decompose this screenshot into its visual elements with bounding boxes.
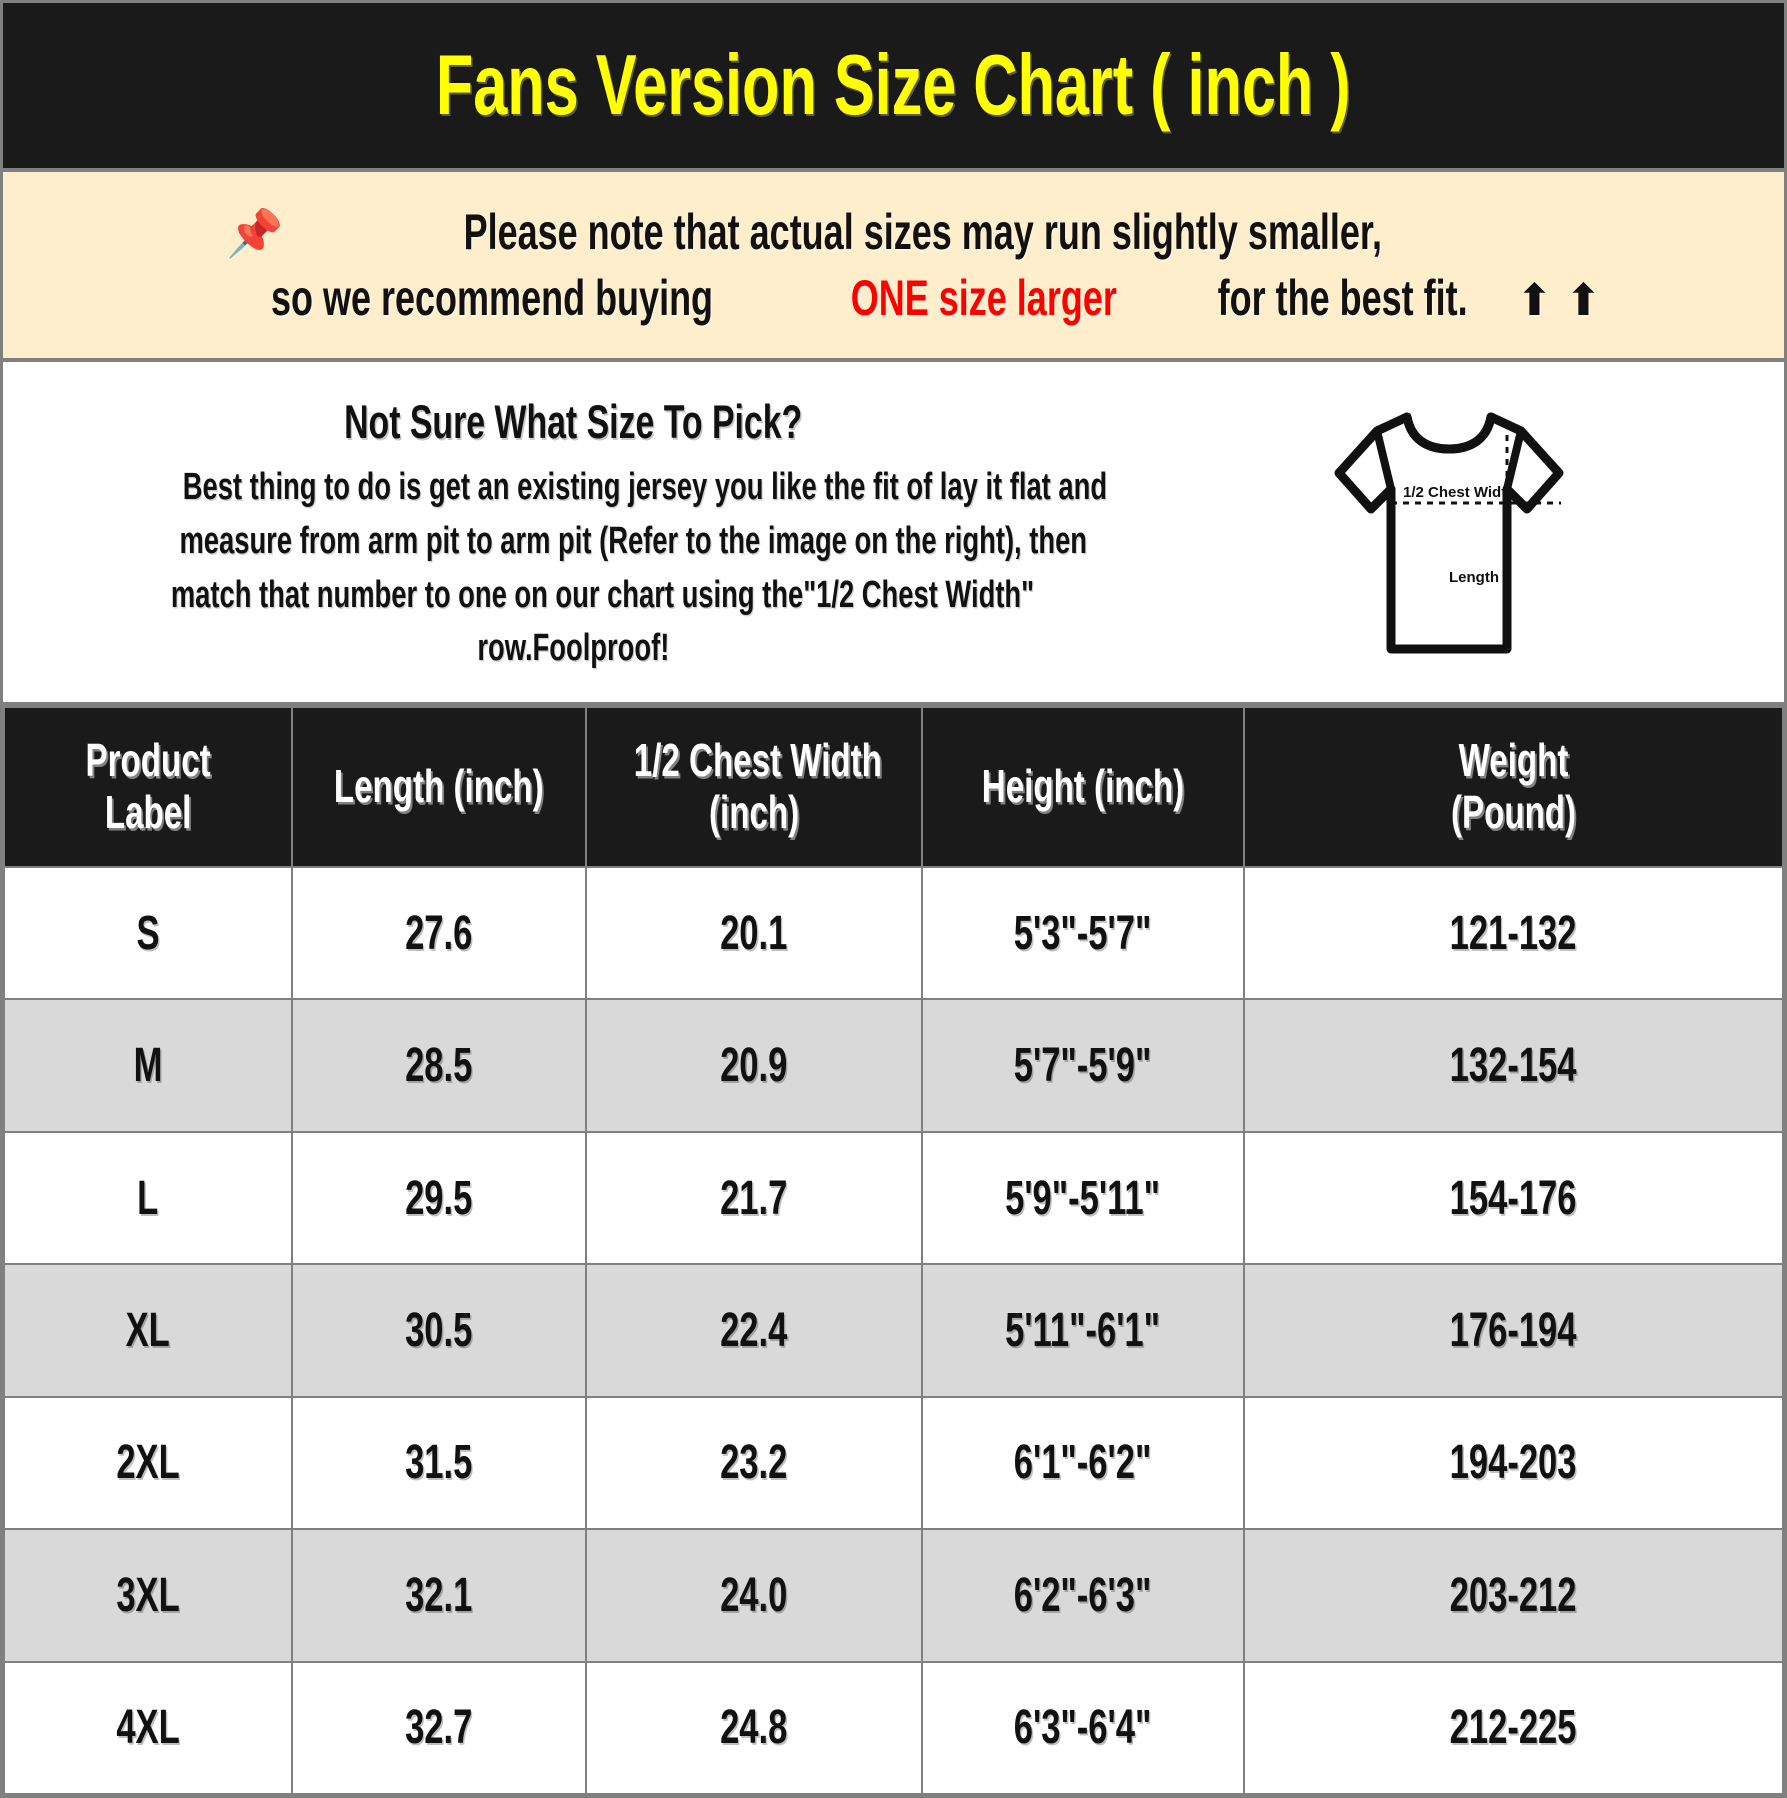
column-header-weight-text: Weight (Pound): [1450, 734, 1576, 838]
column-header-product-label-text: Product Label: [85, 734, 211, 838]
cell-chest: 21.7: [584, 1130, 923, 1266]
info-body-row-0: Best thing to do is get an existing jers…: [3, 461, 1143, 515]
tshirt-collar: [1402, 412, 1495, 454]
cell-length: 30.5: [291, 1263, 587, 1398]
note-highlight: ONE size larger: [850, 270, 1117, 326]
cell-chest: 20.9: [584, 998, 923, 1133]
cell-chest: 24.0: [584, 1528, 923, 1663]
cell-height: 5'7"-5'9": [920, 998, 1245, 1133]
cell-weight: 121-132: [1242, 865, 1784, 1001]
note-line-2: so we recommend buying ONE size larger f…: [185, 265, 1602, 331]
column-header-chest-width: 1/2 Chest Width (inch): [584, 706, 923, 868]
cell-length: 29.5: [291, 1130, 587, 1266]
info-heading-row: Not Sure What Size To Pick?: [3, 394, 1143, 461]
tshirt-right-sleeve-seam: [1502, 430, 1525, 490]
info-heading: Not Sure What Size To Pick?: [343, 394, 803, 448]
info-text-block: Not Sure What Size To Pick? Best thing t…: [3, 388, 1143, 677]
cell-length: 28.5: [291, 998, 587, 1133]
cell-size: XL: [3, 1263, 294, 1398]
tshirt-diagram-wrap: 1/2 Chest Width Length: [1143, 387, 1784, 677]
cell-length: 27.6: [291, 865, 587, 1001]
cell-length: 31.5: [291, 1395, 587, 1531]
info-body-line-0: Best thing to do is get an existing jers…: [182, 465, 1108, 508]
cell-size: S: [3, 865, 294, 1001]
cell-height: 5'11"-6'1": [920, 1263, 1245, 1398]
tshirt-measurement-diagram: 1/2 Chest Width Length: [1334, 412, 1563, 654]
cell-chest: 20.1: [584, 865, 923, 1001]
cell-size: L: [3, 1130, 294, 1266]
cell-chest: 23.2: [584, 1395, 923, 1531]
column-header-weight: Weight (Pound): [1242, 706, 1784, 868]
note-banner: 📌 Please note that actual sizes may run s…: [3, 172, 1784, 362]
column-header-length: Length (inch): [291, 706, 587, 868]
info-body-row-2: match that number to one on our chart us…: [3, 569, 1143, 623]
note-line-1-text: Please note that actual sizes may run sl…: [463, 204, 1383, 260]
table-row: L 29.5 21.7 5'9"-5'11" 154-176: [3, 1130, 1784, 1266]
note-line-1: 📌 Please note that actual sizes may run s…: [226, 199, 1561, 265]
cell-size: M: [3, 998, 294, 1133]
info-body-line-2: match that number to one on our chart us…: [170, 573, 1035, 616]
cell-weight: 154-176: [1242, 1130, 1784, 1266]
cell-size: 3XL: [3, 1528, 294, 1663]
size-chart-table: Product Label Length (inch) 1/2 Chest Wid…: [3, 706, 1784, 1795]
table-header-row: Product Label Length (inch) 1/2 Chest Wid…: [3, 706, 1784, 868]
up-arrows-icon: ⬆ ⬆: [1515, 276, 1602, 325]
info-body-row-3: row.Foolproof!: [3, 622, 1143, 676]
tshirt-left-sleeve-seam: [1372, 430, 1395, 490]
column-header-height: Height (inch): [920, 706, 1245, 868]
info-section: Not Sure What Size To Pick? Best thing t…: [3, 362, 1784, 706]
cell-weight: 203-212: [1242, 1528, 1784, 1663]
table-row: 2XL 31.5 23.2 6'1"-6'2" 194-203: [3, 1395, 1784, 1531]
cell-weight: 132-154: [1242, 998, 1784, 1133]
table-row: S 27.6 20.1 5'3"-5'7" 121-132: [3, 865, 1784, 1001]
cell-height: 5'3"-5'7": [920, 865, 1245, 1001]
cell-chest: 24.8: [584, 1660, 923, 1795]
table-row: 4XL 32.7 24.8 6'3"-6'4" 212-225: [3, 1660, 1784, 1795]
cell-size: 2XL: [3, 1395, 294, 1531]
title-bar: Fans Version Size Chart ( inch ): [3, 3, 1784, 172]
length-label: Length: [1449, 569, 1499, 586]
page-title: Fans Version Size Chart ( inch ): [436, 37, 1351, 133]
cell-height: 6'1"-6'2": [920, 1395, 1245, 1531]
cell-weight: 212-225: [1242, 1660, 1784, 1795]
note-line-2-suffix: for the best fit.: [1217, 270, 1468, 326]
info-body-line-3: row.Foolproof!: [477, 627, 669, 670]
cell-height: 6'3"-6'4": [920, 1660, 1245, 1795]
info-body-line-1: measure from arm pit to arm pit (Refer t…: [179, 519, 1088, 562]
table-row: 3XL 32.1 24.0 6'2"-6'3" 203-212: [3, 1528, 1784, 1663]
cell-length: 32.7: [291, 1660, 587, 1795]
note-line-2-prefix: so we recommend buying: [271, 270, 714, 326]
cell-weight: 194-203: [1242, 1395, 1784, 1531]
table-row: M 28.5 20.9 5'7"-5'9" 132-154: [3, 998, 1784, 1133]
cell-length: 32.1: [291, 1528, 587, 1663]
cell-height: 6'2"-6'3": [920, 1528, 1245, 1663]
column-header-length-text: Length (inch): [334, 760, 544, 813]
column-header-height-text: Height (inch): [981, 760, 1185, 813]
cell-weight: 176-194: [1242, 1263, 1784, 1398]
cell-chest: 22.4: [584, 1263, 923, 1398]
info-body-row-1: measure from arm pit to arm pit (Refer t…: [3, 515, 1143, 569]
table-row: XL 30.5 22.4 5'11"-6'1" 176-194: [3, 1263, 1784, 1398]
pushpin-icon: 📌: [226, 207, 284, 259]
cell-height: 5'9"-5'11": [920, 1130, 1245, 1266]
chest-width-label: 1/2 Chest Width: [1403, 484, 1515, 501]
table-body: S 27.6 20.1 5'3"-5'7" 121-132 M 28.5 20.…: [3, 865, 1784, 1795]
column-header-product-label: Product Label: [3, 706, 294, 868]
column-header-chest-width-text: 1/2 Chest Width (inch): [633, 734, 882, 838]
cell-size: 4XL: [3, 1660, 294, 1795]
